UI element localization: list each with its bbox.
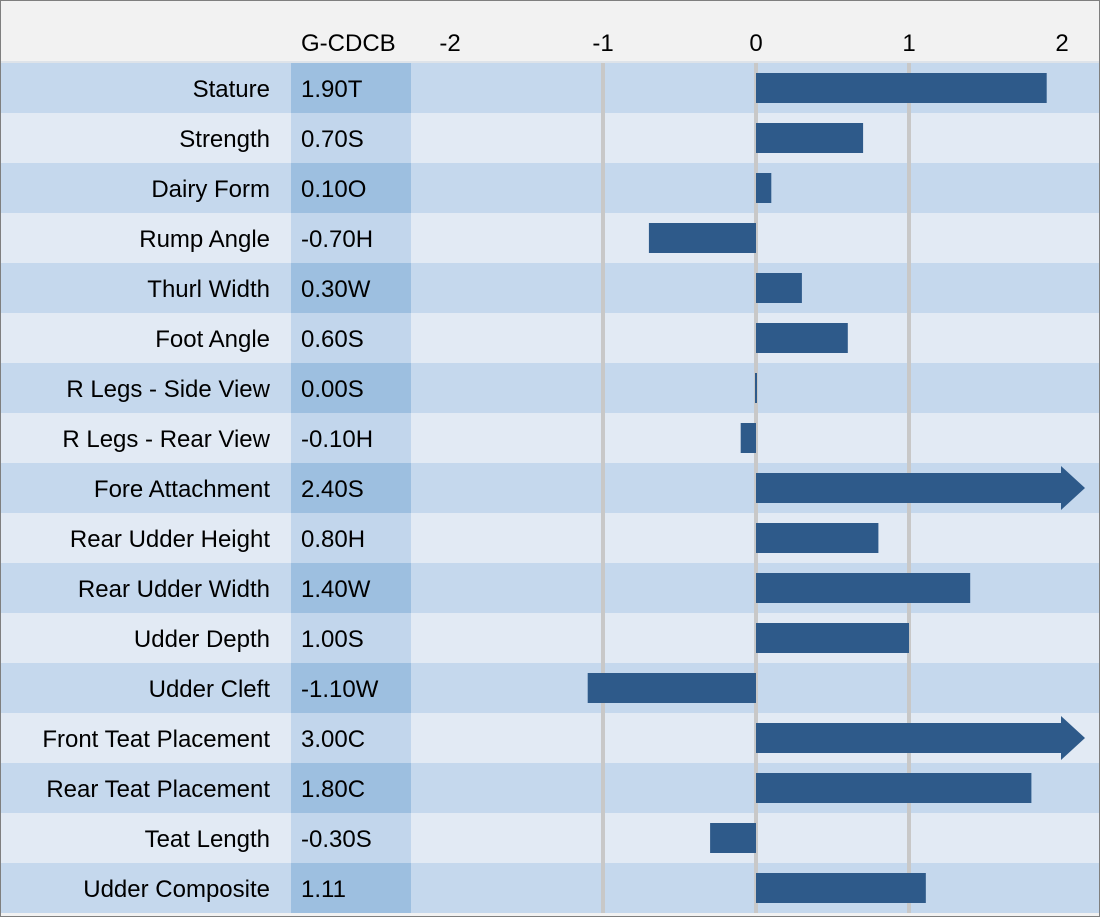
value-cell-background	[291, 863, 411, 913]
trait-label: R Legs - Rear View	[62, 426, 270, 453]
trait-label: Rump Angle	[139, 226, 270, 253]
value-label: 0.70S	[301, 126, 364, 153]
row-background	[1, 313, 1099, 363]
bar	[740, 423, 756, 453]
value-label: 0.00S	[301, 376, 364, 403]
trait-label: Rear Teat Placement	[46, 776, 270, 803]
bar	[756, 73, 1047, 103]
value-cell-background	[291, 613, 411, 663]
row-background	[1, 613, 1099, 663]
value-cell-background	[291, 213, 411, 263]
bar-arrow	[756, 466, 1085, 510]
bar	[756, 323, 848, 353]
value-cell-background	[291, 363, 411, 413]
row-background	[1, 813, 1099, 863]
bar	[756, 623, 909, 653]
bar	[756, 123, 864, 153]
bar	[648, 223, 756, 253]
value-label: 0.60S	[301, 326, 364, 353]
trait-label: Foot Angle	[155, 326, 270, 353]
trait-label: Rear Udder Height	[70, 526, 270, 553]
trait-label: Rear Udder Width	[78, 576, 270, 603]
trait-label: Front Teat Placement	[42, 726, 270, 753]
value-label: 1.11	[301, 876, 346, 903]
row-background	[1, 663, 1099, 713]
value-label: 1.90T	[301, 76, 363, 103]
value-cell-background	[291, 663, 411, 713]
value-column-header: G-CDCB	[301, 30, 396, 57]
bar	[755, 373, 757, 403]
row-background	[1, 513, 1099, 563]
row-background	[1, 413, 1099, 463]
bar	[756, 873, 926, 903]
value-label: -0.10H	[301, 426, 373, 453]
value-cell-background	[291, 313, 411, 363]
bar	[756, 773, 1032, 803]
trait-label: Udder Depth	[134, 626, 270, 653]
trait-label: Udder Cleft	[149, 676, 271, 703]
bar	[756, 523, 879, 553]
value-cell-background	[291, 563, 411, 613]
value-label: 0.80H	[301, 526, 365, 553]
x-tick-label: 0	[749, 30, 762, 57]
value-cell-background	[291, 263, 411, 313]
value-label: -1.10W	[301, 676, 379, 703]
row-background	[1, 163, 1099, 213]
row-background	[1, 213, 1099, 263]
trait-label: Dairy Form	[151, 176, 270, 203]
value-cell-background	[291, 513, 411, 563]
trait-label: Thurl Width	[147, 276, 270, 303]
value-cell-background	[291, 763, 411, 813]
value-cell-background	[291, 113, 411, 163]
bar	[587, 673, 756, 703]
value-label: 0.30W	[301, 276, 371, 303]
x-tick-label: 1	[902, 30, 915, 57]
bar	[756, 573, 971, 603]
value-label: 1.40W	[301, 576, 371, 603]
x-tick-label: -2	[439, 30, 460, 57]
trait-label: Teat Length	[145, 826, 270, 853]
row-background	[1, 113, 1099, 163]
trait-label: Udder Composite	[83, 876, 270, 903]
row-background	[1, 263, 1099, 313]
bar	[756, 273, 802, 303]
row-background	[1, 363, 1099, 413]
value-label: -0.30S	[301, 826, 372, 853]
trait-label: Stature	[193, 76, 270, 103]
x-tick-label: -1	[592, 30, 613, 57]
value-label: 2.40S	[301, 476, 364, 503]
trait-label: R Legs - Side View	[66, 376, 270, 403]
trait-label: Strength	[179, 126, 270, 153]
bar-arrow	[756, 716, 1085, 760]
value-label: 3.00C	[301, 726, 365, 753]
bar	[710, 823, 756, 853]
labels: G-CDCB -2 -1 0 1 2 Stature 1.90T Strength 0.70S D…	[42, 30, 1068, 903]
value-cell-background	[291, 463, 411, 513]
value-cell-background	[291, 813, 411, 863]
value-cell-background	[291, 413, 411, 463]
value-cell-background	[291, 163, 411, 213]
trait-label: Fore Attachment	[94, 476, 270, 503]
bar	[756, 173, 772, 203]
value-label: 1.80C	[301, 776, 365, 803]
x-tick-label: 2	[1055, 30, 1068, 57]
value-label: 1.00S	[301, 626, 364, 653]
value-label: -0.70H	[301, 226, 373, 253]
value-cell-background	[291, 63, 411, 113]
value-label: 0.10O	[301, 176, 366, 203]
bars	[587, 73, 1085, 903]
value-cell-background	[291, 713, 411, 763]
